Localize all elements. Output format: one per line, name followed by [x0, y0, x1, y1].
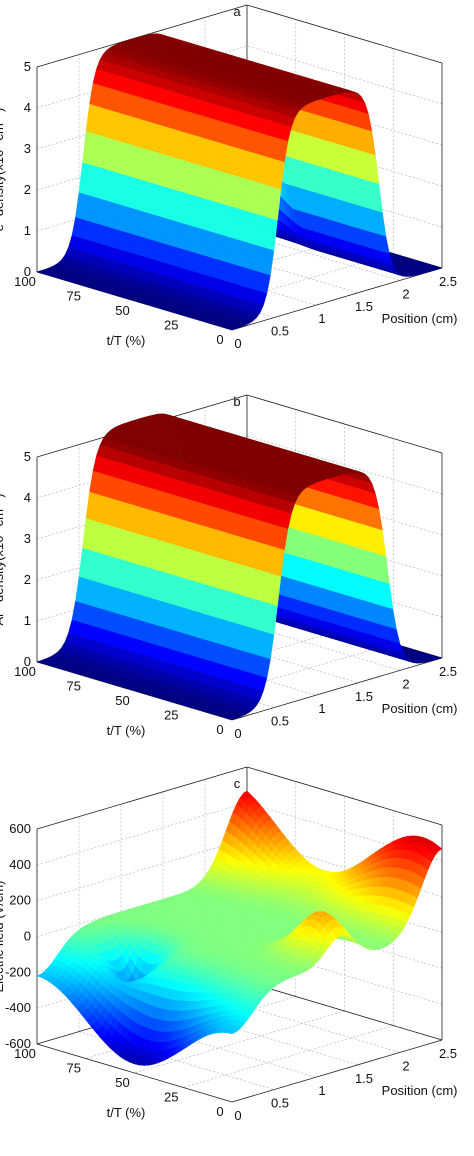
z-tick-label: 4: [24, 100, 31, 115]
x-tick-label: 1.5: [355, 689, 373, 704]
z-tick-label: 5: [24, 449, 31, 464]
z-tick-label: 4: [24, 490, 31, 505]
x-tick-label: 2: [402, 286, 409, 301]
z-tick-label: 3: [24, 531, 31, 546]
axis-line: [246, 766, 443, 826]
x-tick-label: 0: [234, 336, 241, 351]
surface: [36, 413, 443, 721]
y-tick-label: 0: [216, 332, 223, 347]
axis-line: [246, 4, 443, 64]
axis-line: [231, 267, 443, 331]
chart-panel-c: c00.511.522.50255075100-600-400-20002004…: [0, 766, 458, 1123]
z-axis-label: e- density(x10⁹ cm⁻³): [0, 108, 6, 232]
z-axis-label: Ar⁺ density(x10⁹ cm⁻³): [0, 494, 6, 626]
chart-title: c: [234, 776, 241, 791]
y-tick-label: 50: [115, 303, 129, 318]
surface: [36, 33, 443, 331]
z-tick-label: 0: [24, 264, 31, 279]
x-tick-label: 1: [318, 311, 325, 326]
y-tick-label: 50: [115, 693, 129, 708]
y-tick-label: 25: [164, 318, 178, 333]
x-tick-label: 2.5: [439, 664, 457, 679]
x-tick-label: 1: [318, 701, 325, 716]
y-tick-label: 75: [67, 289, 81, 304]
x-axis-label: Position (cm): [382, 701, 458, 716]
x-tick-label: 1.5: [355, 299, 373, 314]
surface: [36, 790, 443, 1066]
y-tick-label: 0: [216, 722, 223, 737]
y-tick-label: 75: [67, 679, 81, 694]
chart-title: b: [233, 394, 240, 409]
axis-line: [36, 766, 248, 830]
z-tick-label: 2: [24, 182, 31, 197]
z-tick-label: 0: [24, 654, 31, 669]
z-tick-label: 5: [24, 59, 31, 74]
x-tick-label: 2.5: [439, 274, 457, 289]
z-tick-label: 2: [24, 572, 31, 587]
z-tick-label: 3: [24, 141, 31, 156]
grid-line: [183, 253, 394, 316]
z-tick-label: 1: [24, 613, 31, 628]
x-tick-label: 2: [402, 676, 409, 691]
x-axis-label: Position (cm): [382, 311, 458, 326]
x-tick-label: 0.5: [271, 714, 289, 729]
x-tick-label: 0: [234, 726, 241, 741]
y-tick-label: 25: [164, 708, 178, 723]
y-axis-label: t/T (%): [107, 333, 146, 348]
y-axis-label: t/T (%): [107, 723, 146, 738]
x-tick-label: 0.5: [271, 324, 289, 339]
z-tick-label: 1: [24, 223, 31, 238]
chart-title: a: [233, 4, 241, 19]
